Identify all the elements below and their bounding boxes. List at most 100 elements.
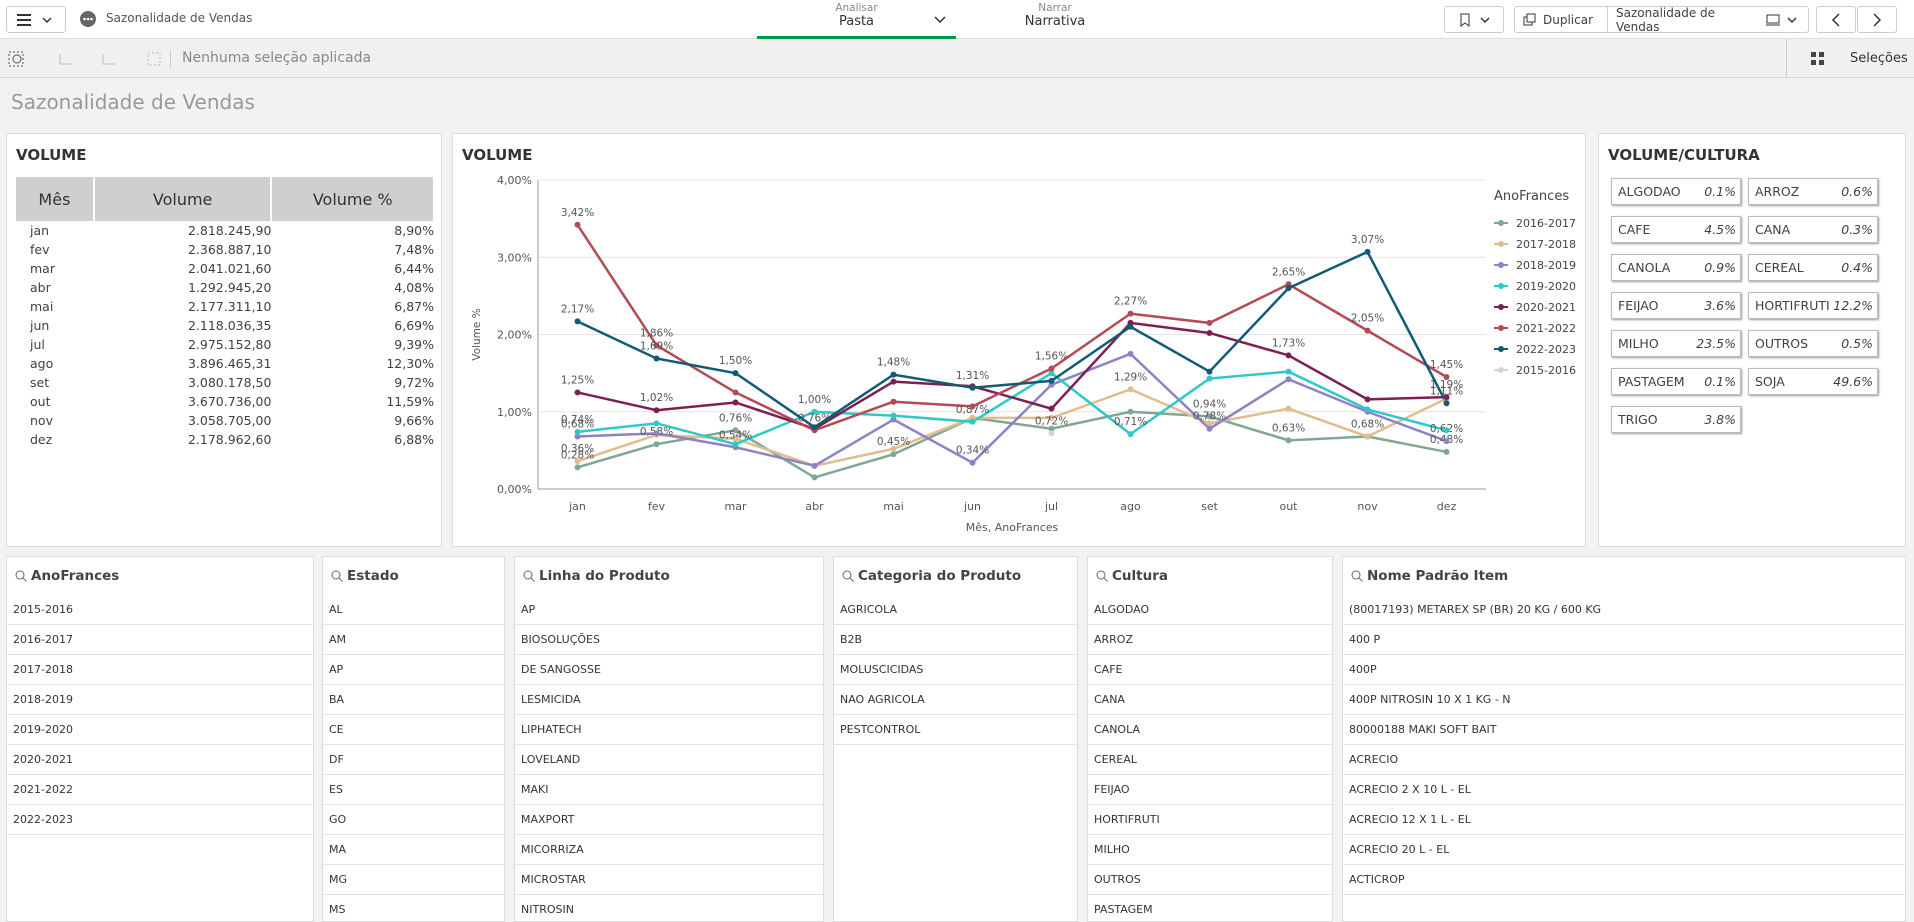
filter-item[interactable]: MS [323,895,504,921]
filter-item[interactable]: MICORRIZA [515,835,823,865]
filter-item[interactable]: MILHO [1088,835,1332,865]
data-point [574,318,581,325]
filter-item[interactable]: 400P [1343,655,1905,685]
filter-item[interactable]: 2019-2020 [7,715,313,745]
analyze-tab[interactable]: Analisar Pasta [757,0,956,39]
filter-item[interactable]: NAO AGRICOLA [834,685,1077,715]
filter-item[interactable]: MG [323,865,504,895]
filter-item[interactable]: 2016-2017 [7,625,313,655]
table-row: out 3.670.736,00 11,59% [16,392,434,411]
filter-item[interactable]: ACRECIO 12 X 1 L - EL [1343,805,1905,835]
filter-item[interactable]: ALGODAO [1088,595,1332,625]
previous-sheet[interactable] [1816,6,1856,33]
filter-item[interactable]: DE SANGOSSE [515,655,823,685]
legend-title: AnoFrances [1494,189,1569,204]
data-point [1206,420,1213,427]
filter-item[interactable]: AM [323,625,504,655]
filter-item[interactable]: CAFE [1088,655,1332,685]
culture-value: 3.6% [1704,298,1736,313]
legend-swatch [1498,283,1504,289]
app-icon [80,11,96,27]
filter-item[interactable]: ARROZ [1088,625,1332,655]
culture-box[interactable]: CAFE 4.5% [1611,216,1741,243]
data-point [969,403,976,410]
filter-item[interactable]: AGRICOLA [834,595,1077,625]
culture-box[interactable]: MILHO 23.5% [1611,330,1741,357]
filter-item[interactable]: 2015-2016 [7,595,313,625]
sheet-icons [1766,14,1797,25]
filter-item[interactable]: LOVELAND [515,745,823,775]
filter-item[interactable]: MAKI [515,775,823,805]
culture-box[interactable]: FEIJAO 3.6% [1611,292,1741,319]
narrate-tab[interactable]: Narrar Narrativa [975,0,1135,39]
data-point [1206,319,1213,326]
culture-value: 0.1% [1704,184,1736,199]
filter-item[interactable]: 2017-2018 [7,655,313,685]
culture-box[interactable]: TRIGO 3.8% [1611,406,1741,433]
filter-item[interactable]: DF [323,745,504,775]
selections-label[interactable]: Seleções [1850,51,1908,66]
next-sheet[interactable] [1857,6,1897,33]
filter-item[interactable]: MA [323,835,504,865]
filter-item[interactable]: ACRECIO 20 L - EL [1343,835,1905,865]
filter-item[interactable]: OUTROS [1088,865,1332,895]
table-cell: dez [30,432,53,447]
search-handle [1103,577,1108,582]
filter-item[interactable]: CE [323,715,504,745]
filter-item[interactable]: LESMICIDA [515,685,823,715]
filter-item[interactable]: FEIJAO [1088,775,1332,805]
sheet-button[interactable]: Sazonalidade de Vendas [1607,6,1809,34]
filter-title: AnoFrances [31,568,120,584]
filter-item[interactable]: CANA [1088,685,1332,715]
data-point [574,428,581,435]
filter-item[interactable]: LIPHATECH [515,715,823,745]
filter-item[interactable]: 400P NITROSIN 10 X 1 KG - N [1343,685,1905,715]
data-label: 0,71% [1114,416,1147,428]
y-tick-label: 3,00% [497,251,532,264]
filter-item[interactable]: BIOSOLUÇÕES [515,625,823,655]
filter-item[interactable]: 80000188 MAKI SOFT BAIT [1343,715,1905,745]
filter-item[interactable]: 2022-2023 [7,805,313,835]
filter-item[interactable]: AP [323,655,504,685]
filter-item[interactable]: ACRECIO 2 X 10 L - EL [1343,775,1905,805]
filter-item[interactable]: ES [323,775,504,805]
filter-item[interactable]: HORTIFRUTI [1088,805,1332,835]
filter-item[interactable]: 2020-2021 [7,745,313,775]
filter-item[interactable]: PESTCONTROL [834,715,1077,745]
culture-box[interactable]: SOJA 49.6% [1748,368,1878,395]
filter-item[interactable]: BA [323,685,504,715]
culture-box[interactable]: OUTROS 0.5% [1748,330,1878,357]
culture-box[interactable]: PASTAGEM 0.1% [1611,368,1741,395]
table-cell: abr [30,280,51,295]
filter-item[interactable]: GO [323,805,504,835]
filter-item[interactable]: CEREAL [1088,745,1332,775]
filter-item[interactable]: 2021-2022 [7,775,313,805]
filter-item[interactable]: ACTICROP [1343,865,1905,895]
duplicate-button[interactable]: Duplicar [1514,6,1608,33]
culture-box[interactable]: CEREAL 0.4% [1748,254,1878,281]
filter-item[interactable]: AL [323,595,504,625]
series-line [577,321,1447,431]
y-tick-label: 4,00% [497,174,532,187]
menu-button[interactable] [6,6,66,33]
filter-item[interactable]: 2018-2019 [7,685,313,715]
filter-item[interactable]: 400 P [1343,625,1905,655]
filter-item[interactable]: MAXPORT [515,805,823,835]
bookmark-button[interactable] [1444,6,1504,33]
filter-item[interactable]: AP [515,595,823,625]
filter-item[interactable]: CANOLA [1088,715,1332,745]
culture-box[interactable]: CANA 0.3% [1748,216,1878,243]
filter-item[interactable]: (80017193) METAREX SP (BR) 20 KG / 600 K… [1343,595,1905,625]
filter-item[interactable]: PASTAGEM [1088,895,1332,921]
filter-item[interactable]: MICROSTAR [515,865,823,895]
culture-box[interactable]: ALGODAO 0.1% [1611,178,1741,205]
filter-item[interactable]: NITROSIN [515,895,823,921]
culture-box[interactable]: ARROZ 0.6% [1748,178,1878,205]
filter-item[interactable]: B2B [834,625,1077,655]
table-cell: 2.818.245,90 [187,223,272,238]
culture-box[interactable]: CANOLA 0.9% [1611,254,1741,281]
culture-box[interactable]: HORTIFRUTI 12.2% [1748,292,1878,319]
sheet-title: Sazonalidade de Vendas [11,90,255,114]
filter-item[interactable]: ACRECIO [1343,745,1905,775]
filter-item[interactable]: MOLUSCICIDAS [834,655,1077,685]
